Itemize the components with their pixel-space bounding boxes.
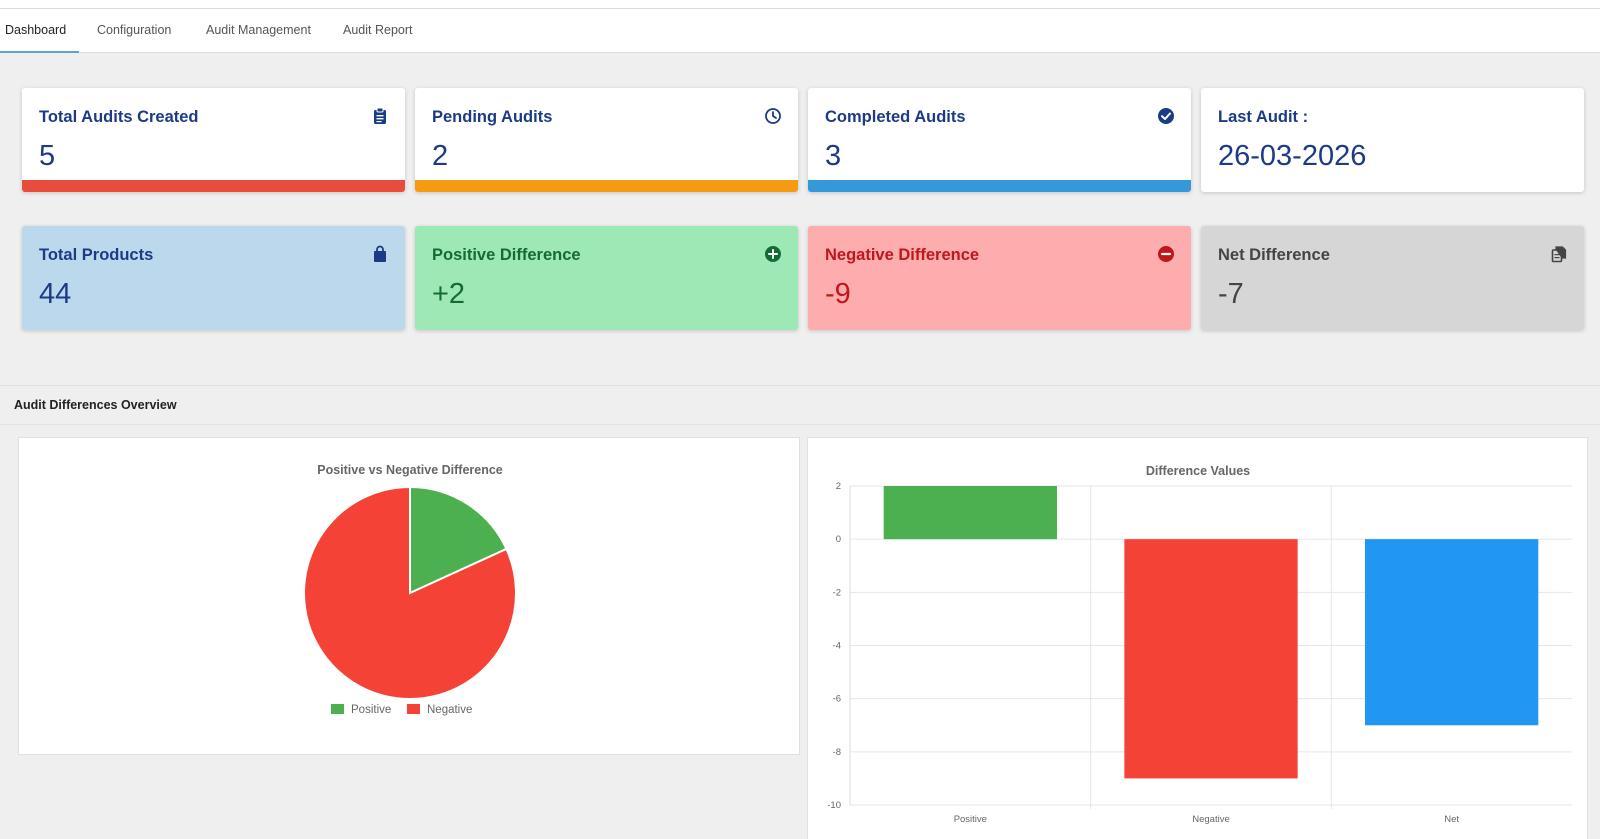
card-title: Total Products — [39, 246, 154, 264]
card-value: 3 — [825, 140, 842, 172]
completed-audits-card: Completed Audits 3 — [808, 88, 1191, 192]
pie-slice-positive — [409, 485, 508, 595]
card-value: -9 — [825, 278, 851, 310]
tab-configuration[interactable]: Configuration — [97, 23, 172, 37]
net-difference-card: Net Difference -7 — [1201, 226, 1584, 330]
section-divider — [0, 424, 1600, 425]
card-title: Negative Difference — [825, 246, 980, 264]
accent-bar — [808, 180, 1191, 192]
section-title: Audit Differences Overview — [14, 398, 177, 412]
tab-audit-report[interactable]: Audit Report — [343, 23, 413, 37]
tab-dashboard[interactable]: Dashboard — [0, 9, 79, 53]
card-title: Positive Difference — [432, 246, 581, 264]
card-title: Last Audit : — [1218, 108, 1309, 126]
positive-difference-card: Positive Difference +2 — [415, 226, 798, 330]
y-tick-label: -6 — [833, 694, 841, 705]
card-value: -7 — [1218, 278, 1244, 310]
last-audit-card: Last Audit : 26-03-2026 — [1201, 88, 1584, 192]
y-tick-label: -4 — [833, 641, 841, 652]
check-circle-icon — [1158, 108, 1174, 124]
total-audits-card: Total Audits Created 5 — [22, 88, 405, 192]
accent-bar — [22, 180, 405, 192]
card-value: 2 — [432, 140, 449, 172]
card-value: 5 — [39, 140, 56, 172]
tab-audit-management[interactable]: Audit Management — [206, 23, 311, 37]
legend-label-negative: Negative — [427, 704, 472, 716]
clipboard-icon — [374, 107, 386, 124]
x-tick-label: Positive — [954, 814, 987, 825]
card-title: Net Difference — [1218, 246, 1330, 264]
y-tick-label: -8 — [833, 747, 841, 758]
legend-swatch-negative — [407, 704, 420, 714]
pending-audits-card: Pending Audits 2 — [415, 88, 798, 192]
y-tick-label: -10 — [827, 800, 841, 811]
y-tick-label: 0 — [836, 534, 841, 545]
bar-negative — [1124, 539, 1298, 779]
negative-difference-card: Negative Difference -9 — [808, 226, 1191, 330]
card-value: +2 — [432, 278, 466, 310]
card-title: Completed Audits — [825, 108, 966, 126]
bar-chart: Difference Values 2 0 -2 -4 -6 -8 -10 Positive… — [827, 464, 1572, 825]
last-audit-date: 26-03-2026 — [1218, 140, 1367, 172]
top-border — [0, 0, 1600, 9]
plus-circle-icon — [765, 246, 781, 262]
x-tick-label: Net — [1444, 814, 1459, 825]
x-tick-label: Negative — [1192, 814, 1230, 825]
legend-swatch-positive — [331, 704, 344, 714]
card-title: Pending Audits — [432, 108, 553, 126]
pie-chart-panel: Positive vs Negative Difference Positive… — [18, 437, 800, 755]
clock-icon — [765, 108, 781, 124]
minus-circle-icon — [1158, 246, 1174, 262]
shopping-bag-icon — [374, 245, 386, 262]
bar-chart-panel: Difference Values 2 0 -2 -4 -6 -8 -10 Positive… — [807, 437, 1588, 839]
card-title: Total Audits Created — [39, 108, 199, 126]
bar-positive — [883, 486, 1057, 540]
pie-chart-title: Positive vs Negative Difference — [317, 463, 503, 477]
total-products-card: Total Products 44 — [22, 226, 405, 330]
y-tick-label: -2 — [833, 587, 841, 598]
bar-chart-title: Difference Values — [1146, 464, 1250, 478]
y-tick-label: 2 — [836, 481, 841, 492]
section-divider — [0, 385, 1600, 386]
card-value: 44 — [39, 278, 72, 310]
accent-bar — [415, 180, 798, 192]
pie-slice-negative — [303, 485, 517, 700]
pie-chart: Positive vs Negative Difference Positive… — [303, 463, 517, 716]
bar-net — [1365, 539, 1539, 726]
legend-label-positive: Positive — [351, 704, 391, 716]
copy-file-icon — [1551, 246, 1567, 263]
tab-bar: Dashboard Configuration Audit Management… — [0, 9, 1600, 53]
